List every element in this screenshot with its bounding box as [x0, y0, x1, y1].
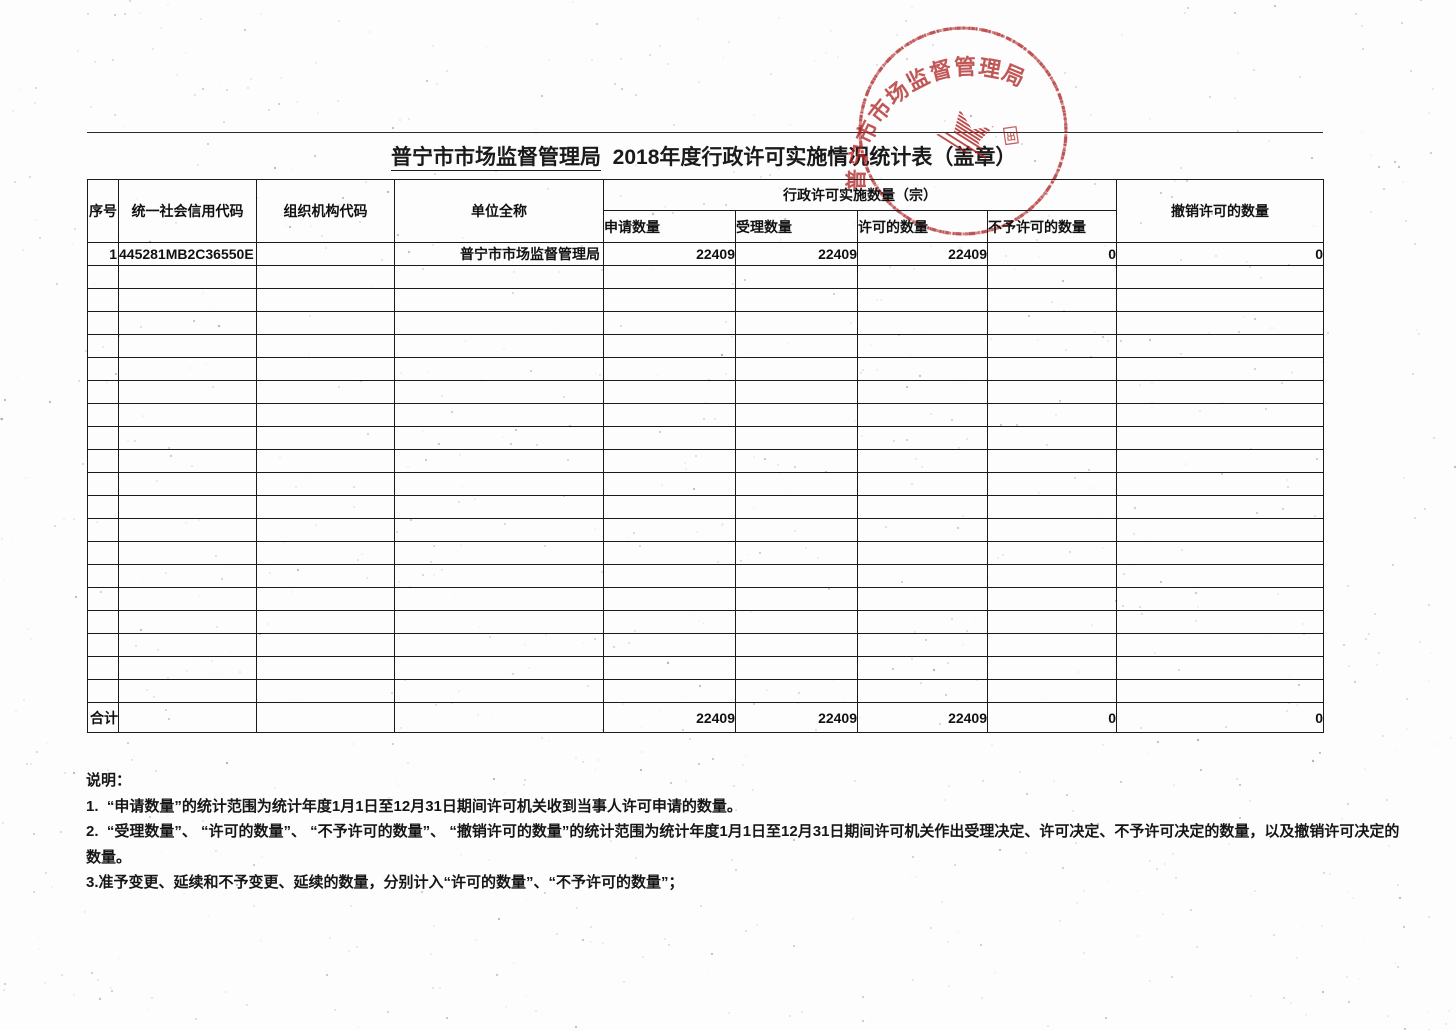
svg-text:出: 出 — [1006, 130, 1017, 142]
svg-text:普宁市市场监督管理局: 普宁市市场监督管理局 — [832, 45, 1043, 195]
